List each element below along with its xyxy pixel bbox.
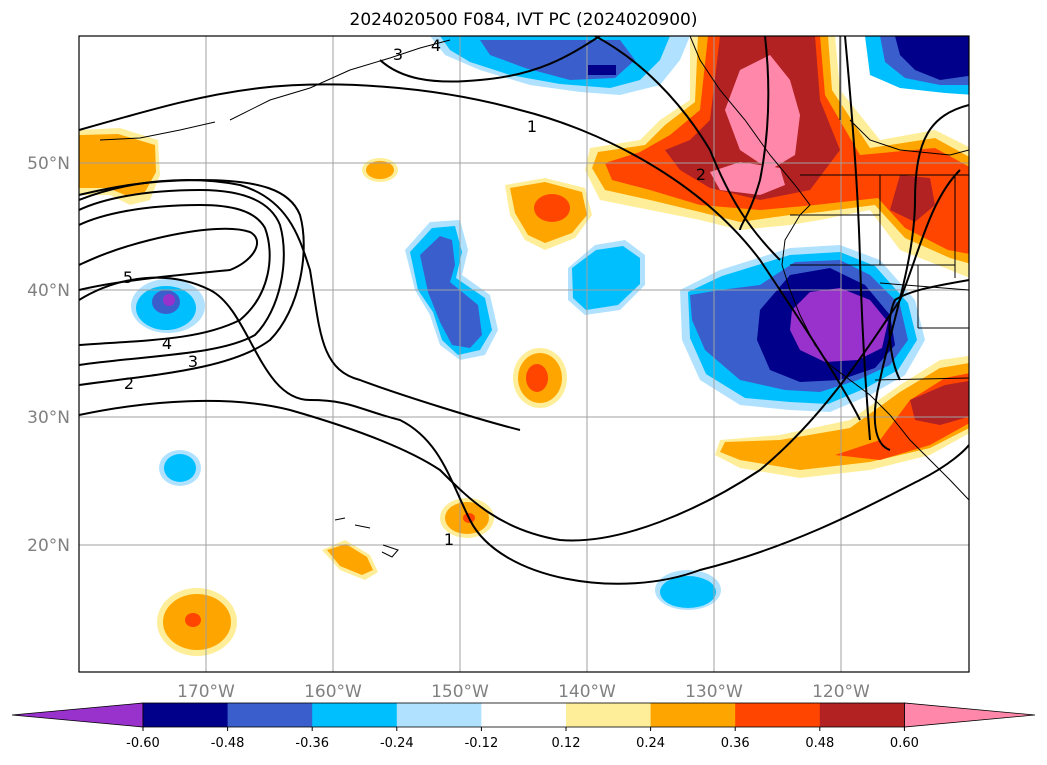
colorbar-tick-label: -0.48 bbox=[211, 736, 245, 751]
colorbar-outline bbox=[142, 702, 905, 728]
positive-anomaly-northeast bbox=[585, 36, 969, 278]
colorbar-segment bbox=[735, 703, 821, 727]
longitude-label: 130°W bbox=[685, 682, 743, 702]
latitude-labels: 50°N 40°N 30°N 20°N bbox=[27, 154, 70, 556]
latitude-label: 20°N bbox=[27, 536, 70, 556]
map-frame bbox=[78, 35, 970, 673]
colorbar-tick-label: 0.12 bbox=[552, 736, 581, 751]
colorbar-extend-max bbox=[904, 702, 1036, 728]
contour-label: 3 bbox=[188, 352, 198, 371]
contour-label: 4 bbox=[431, 36, 441, 55]
colorbar-segment bbox=[566, 703, 652, 727]
longitude-label: 170°W bbox=[177, 682, 235, 702]
colorbar-segment bbox=[481, 703, 567, 727]
colorbar-segment bbox=[396, 703, 482, 727]
contour-label: 2 bbox=[696, 165, 706, 184]
longitude-labels: 170°W 160°W 150°W 140°W 130°W 120°W bbox=[177, 682, 870, 702]
colorbar-tick-label: -0.24 bbox=[380, 736, 414, 751]
colorbar-tick-label: -0.60 bbox=[126, 736, 160, 751]
latitude-label: 50°N bbox=[27, 154, 70, 174]
colorbar: -0.60 -0.48 -0.36 -0.24 -0.12 0.12 0.24 0.36 0.4… bbox=[11, 702, 1036, 751]
longitude-label: 150°W bbox=[431, 682, 489, 702]
colorbar-tick-label: 0.24 bbox=[636, 736, 665, 751]
colorbar-tick-label: 0.60 bbox=[890, 736, 919, 751]
coastlines bbox=[99, 36, 969, 558]
contour-label: 2 bbox=[124, 374, 134, 393]
colorbar-tick-label: 0.48 bbox=[805, 736, 834, 751]
colorbar-segment bbox=[650, 703, 736, 727]
map-title: 2024020500 F084, IVT PC (2024020900) bbox=[349, 10, 698, 30]
map-field: 1 1 2 2 3 3 4 5 4 bbox=[79, 36, 969, 672]
positive-anomaly-small bbox=[79, 128, 592, 656]
colorbar-tick-label: 0.36 bbox=[721, 736, 750, 751]
latitude-label: 40°N bbox=[27, 281, 70, 301]
contour-label: 1 bbox=[527, 117, 537, 136]
boundaries bbox=[790, 36, 969, 381]
contour-labels: 1 1 2 2 3 3 4 5 4 bbox=[123, 36, 706, 549]
colorbar-extend-min bbox=[11, 702, 144, 728]
contour-label: 5 bbox=[123, 268, 133, 287]
colorbar-segment bbox=[312, 703, 398, 727]
longitude-label: 160°W bbox=[304, 682, 362, 702]
latitude-label: 30°N bbox=[27, 408, 70, 428]
contour-label: 1 bbox=[444, 530, 454, 549]
longitude-label: 140°W bbox=[558, 682, 616, 702]
colorbar-tick-label: -0.12 bbox=[465, 736, 499, 751]
colorbar-tick-label: -0.36 bbox=[295, 736, 329, 751]
ivt-contours bbox=[79, 36, 969, 585]
colorbar-segment bbox=[819, 703, 905, 727]
contour-label: 3 bbox=[393, 45, 403, 64]
longitude-label: 120°W bbox=[812, 682, 870, 702]
contour-label: 4 bbox=[162, 334, 172, 353]
colorbar-segment bbox=[143, 703, 229, 727]
colorbar-segment bbox=[227, 703, 313, 727]
